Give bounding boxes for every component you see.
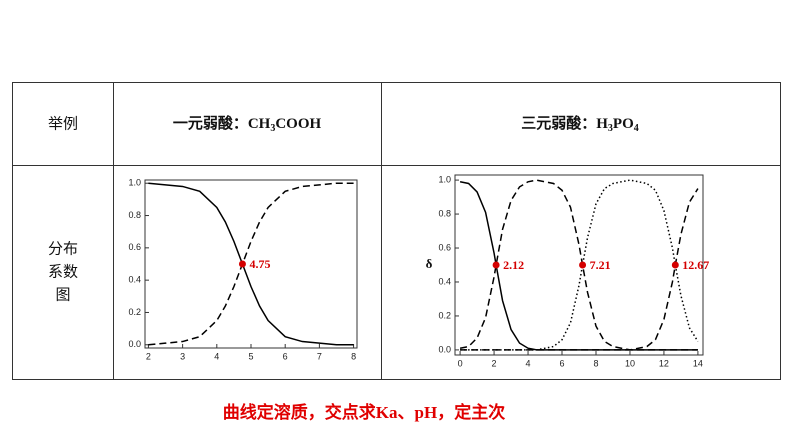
y-tick-label: 0.4 [128, 275, 141, 285]
row-label: 系数 [48, 263, 78, 280]
x-tick-label: 6 [560, 358, 565, 368]
y-tick-label: 0.8 [438, 208, 451, 218]
y-tick-label: 0.6 [438, 242, 451, 252]
plot-frame [454, 174, 704, 356]
intersection-point [671, 261, 679, 269]
point-label: 12.67 [682, 258, 709, 272]
curve [148, 182, 354, 346]
y-tick-label: 1.0 [438, 174, 451, 184]
x-tick-label: 6 [283, 351, 288, 361]
x-tick-label: 4 [214, 351, 219, 361]
y-axis-label: δ [426, 256, 433, 271]
x-tick-label: 4 [526, 358, 531, 368]
y-tick-label: 0.2 [128, 307, 141, 317]
x-tick-label: 2 [146, 351, 151, 361]
header-text: 三元弱酸：H [521, 114, 608, 132]
header-text: PO [613, 116, 634, 132]
header-cell: 三元弱酸：H3PO4 [521, 114, 639, 134]
x-tick-label: 3 [180, 351, 185, 361]
x-tick-label: 8 [593, 358, 598, 368]
header-cell: 一元弱酸：CH3COOH [173, 114, 322, 134]
subscript: 3 [608, 123, 613, 134]
table-grid [12, 82, 781, 380]
intersection-point [492, 261, 500, 269]
x-tick-label: 7 [317, 351, 322, 361]
intersection-point [579, 261, 587, 269]
y-tick-label: 1.0 [128, 178, 141, 188]
y-tick-label: 0.8 [128, 210, 141, 220]
header-text: 一元弱酸：CH [173, 114, 271, 132]
x-tick-label: 0 [458, 358, 463, 368]
point-label: 4.75 [249, 257, 270, 271]
header-cell: 举例 [48, 115, 78, 132]
row-label: 图 [55, 286, 70, 303]
x-tick-label: 10 [625, 358, 635, 368]
x-tick-label: 5 [248, 351, 253, 361]
intersection-point [238, 260, 246, 268]
header-text: COOH [275, 116, 321, 132]
curve [459, 179, 698, 351]
curve [148, 182, 354, 346]
x-tick-label: 14 [693, 358, 703, 368]
footer-note: 曲线定溶质，交点求Ka、pH，定主次 [223, 402, 505, 422]
curve [460, 188, 699, 351]
y-tick-label: 0.6 [128, 242, 141, 252]
point-label: 7.21 [590, 258, 611, 272]
point-label: 2.12 [503, 258, 524, 272]
subscript: 4 [634, 123, 639, 134]
y-tick-label: 0.2 [438, 310, 451, 320]
x-tick-label: 2 [492, 358, 497, 368]
y-tick-label: 0.0 [438, 344, 451, 354]
subscript: 3 [270, 123, 275, 134]
x-tick-label: 8 [351, 351, 356, 361]
y-tick-label: 0.4 [438, 276, 451, 286]
x-tick-label: 12 [659, 358, 669, 368]
y-tick-label: 0.0 [128, 339, 141, 349]
row-label: 分布 [48, 240, 78, 257]
